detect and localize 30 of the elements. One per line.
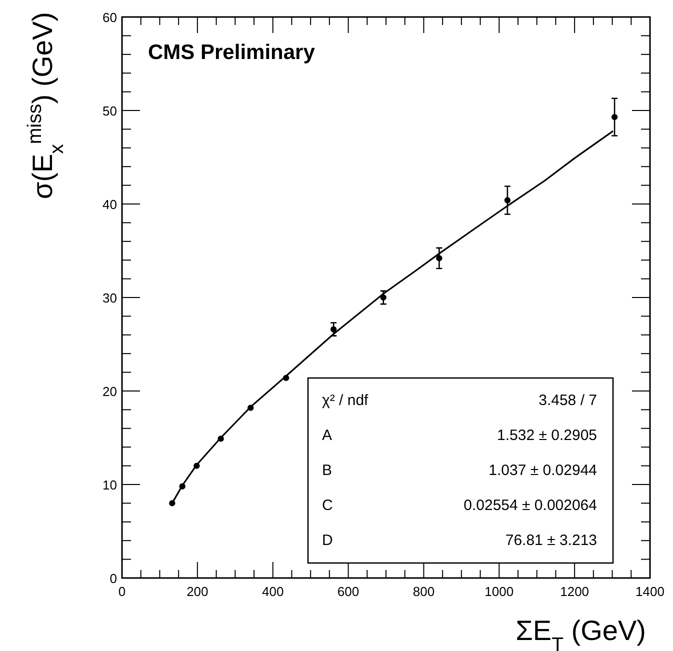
y-tick-label: 0 [110, 571, 117, 586]
annotation: D [322, 532, 333, 549]
annotation: B [322, 462, 332, 479]
x-tick-label: 1200 [560, 584, 590, 599]
annotation: 3.458 / 7 [538, 392, 597, 409]
point [436, 255, 442, 262]
y-tick-label: 10 [102, 478, 117, 492]
annotation: χ² / ndf [322, 392, 370, 409]
point [330, 326, 337, 332]
y-tick-label: 40 [102, 197, 117, 212]
annotation: A [322, 427, 332, 444]
annotation: 1.037 ± 0.02944 [488, 462, 597, 479]
y-tick-label: 60 [102, 10, 117, 25]
x-tick-label: 800 [412, 584, 435, 599]
x-tick-label: 600 [337, 584, 360, 599]
y-tick-label: 20 [102, 384, 117, 399]
y-tick-label: 50 [102, 104, 117, 118]
x-tick-label: 200 [186, 584, 208, 599]
annotation: 0.02554 ± 0.002064 [464, 497, 597, 514]
annotation: 76.81 ± 3.213 [505, 532, 597, 549]
annotation: CMS Preliminary [148, 41, 316, 64]
x-tick-label: 1000 [484, 584, 514, 599]
y-tick-label: 30 [102, 290, 117, 306]
x-axis-title: ΣE$_{T}$ (GeV) [516, 615, 646, 651]
point [611, 114, 618, 120]
annotation: 1.532 ± 0.2905 [497, 427, 597, 444]
x-tick-label: 1400 [636, 584, 664, 599]
point [504, 197, 511, 204]
x-tick-label: 400 [262, 584, 284, 599]
annotation: C [322, 497, 333, 514]
